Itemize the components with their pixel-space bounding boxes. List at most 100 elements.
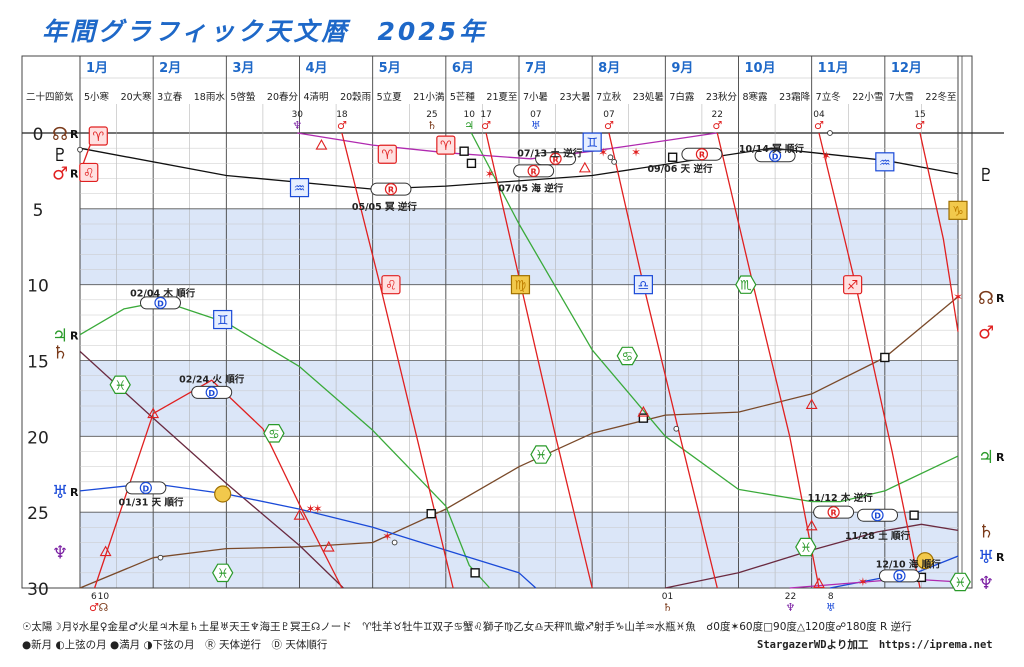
sign-badge-frame [633, 275, 653, 295]
aspect-sextile: ✶ [382, 529, 392, 543]
sign-badge-symbol: ♊ [217, 314, 229, 329]
month-label: 11月 [818, 61, 849, 76]
station-pill-letter: D [208, 389, 215, 398]
right-planet-label: ♅ [978, 547, 994, 568]
sign-badge-frame [795, 537, 817, 557]
aspect-sextile: ✶ [485, 167, 495, 181]
event-planet-symbol: ♅ [531, 119, 541, 132]
left-planet-suffix: R [70, 486, 79, 499]
station-pill: D [857, 508, 899, 522]
sign-badge-symbol: ♎ [638, 279, 650, 294]
month-label: 5月 [379, 61, 401, 76]
sign-badge: ♈ [436, 135, 456, 155]
station-pill: R [535, 152, 577, 166]
series-mars-2 [93, 379, 343, 589]
station-pill-letter: D [896, 572, 903, 581]
sign-badge-frame [948, 200, 968, 220]
station-pill: D [754, 149, 796, 163]
series-mars-7 [818, 132, 921, 589]
aspect-sextile: ✶ [305, 502, 315, 516]
station-annotation: 11/28 土 順行 [845, 530, 911, 542]
sign-badge-frame [381, 275, 401, 295]
station-pill-letter: D [874, 512, 881, 521]
aspect-sextile: ✶ [598, 146, 608, 160]
sign-badge-symbol: ♈ [92, 130, 104, 145]
month-label: 10月 [745, 61, 776, 76]
station-annotation: 11/12 木 逆行 [808, 492, 874, 504]
event-day-label: 22 [785, 592, 796, 602]
series-pluto [79, 147, 959, 190]
sign-badge-symbol: ♓ [114, 379, 126, 394]
aspect-square [909, 510, 919, 520]
station-annotation: 01/31 天 順行 [118, 497, 184, 509]
sign-badge: ♒ [289, 178, 310, 198]
left-planet-label: ♂ [52, 163, 68, 184]
month-label: 12月 [891, 61, 922, 76]
station-annotation: 12/10 海 順行 [876, 559, 942, 571]
right-planet-label: ♂ [978, 323, 994, 344]
station-pill: D [878, 569, 920, 583]
sign-badge: ♎ [633, 275, 653, 295]
event-planet-symbol: ♆ [292, 119, 302, 132]
station-pill-ring [527, 164, 540, 178]
station-pill-letter: D [772, 152, 779, 161]
aspect-square [880, 352, 890, 363]
month-label: 2月 [159, 61, 181, 76]
month-label: 4月 [306, 61, 328, 76]
sekki-label: 3立春 [157, 91, 183, 103]
aspect-trine [637, 405, 650, 417]
sekki-label: 23秋分 [706, 91, 738, 103]
event-day-label: 18 [336, 110, 348, 120]
aspect-trine [813, 577, 825, 588]
sign-badge: ♓ [212, 563, 234, 583]
station-pill: R [813, 505, 855, 519]
aspect-square [638, 413, 649, 423]
sekki-label: 20穀雨 [340, 91, 371, 103]
aspect-conjunction [673, 425, 680, 432]
sign-badge: ♋ [616, 346, 638, 366]
sekki-label: 7小暑 [523, 92, 548, 103]
aspect-trine [147, 407, 160, 419]
left-planet-label: ☊ [52, 124, 68, 145]
event-day-label: 17 [480, 110, 491, 120]
event-planet-symbol: ♂ [915, 119, 925, 132]
sekki-label: 22冬至 [925, 91, 956, 103]
sekki-label: 5啓蟄 [230, 91, 256, 103]
station-pill: R [370, 182, 412, 196]
station-annotation: 07/13 土 逆行 [517, 148, 583, 160]
sign-badge: ♓ [949, 572, 971, 592]
aspect-conjunction [77, 146, 83, 153]
left-planet-label: ♃ [52, 326, 68, 347]
sign-badge-frame [735, 275, 757, 294]
station-pill-ring [139, 481, 152, 494]
event-planet-symbol: ☊ [99, 601, 109, 614]
sign-badge-frame [616, 346, 638, 366]
left-planet-label: ♇ [52, 145, 68, 166]
sign-badge-frame [212, 563, 234, 583]
station-pill-letter: D [157, 299, 164, 308]
event-day-label: 10 [98, 592, 110, 602]
series-saturn [79, 350, 344, 589]
station-pill-ring [827, 506, 840, 519]
aspect-conjunction [391, 539, 398, 546]
event-planet-symbol: ♂ [604, 119, 614, 132]
aspect-square [466, 158, 477, 169]
station-pill-letter: R [699, 151, 705, 160]
left-planet-suffix: R [70, 330, 79, 343]
station-pill-ring [154, 296, 167, 309]
sign-badge-symbol: ♊ [586, 136, 598, 151]
station-pill: R [681, 147, 723, 161]
sekki-header: 二十四節気 [26, 91, 74, 103]
series-jupiter [79, 300, 491, 589]
event-day-label: 07 [603, 110, 614, 120]
station-pill-letter: R [388, 186, 394, 195]
sekki-label: 7大雪 [889, 91, 914, 103]
right-planet-label: ♄ [978, 521, 994, 542]
sign-badge: ♈ [377, 144, 397, 164]
event-day-label: 8 [828, 592, 834, 602]
sign-badge: ♊ [582, 132, 602, 152]
station-annotation: 02/04 木 順行 [130, 287, 196, 299]
sekki-label: 7白露 [669, 91, 695, 103]
credit-text: StargazerWDより加工 https://iprema.net [757, 639, 993, 651]
